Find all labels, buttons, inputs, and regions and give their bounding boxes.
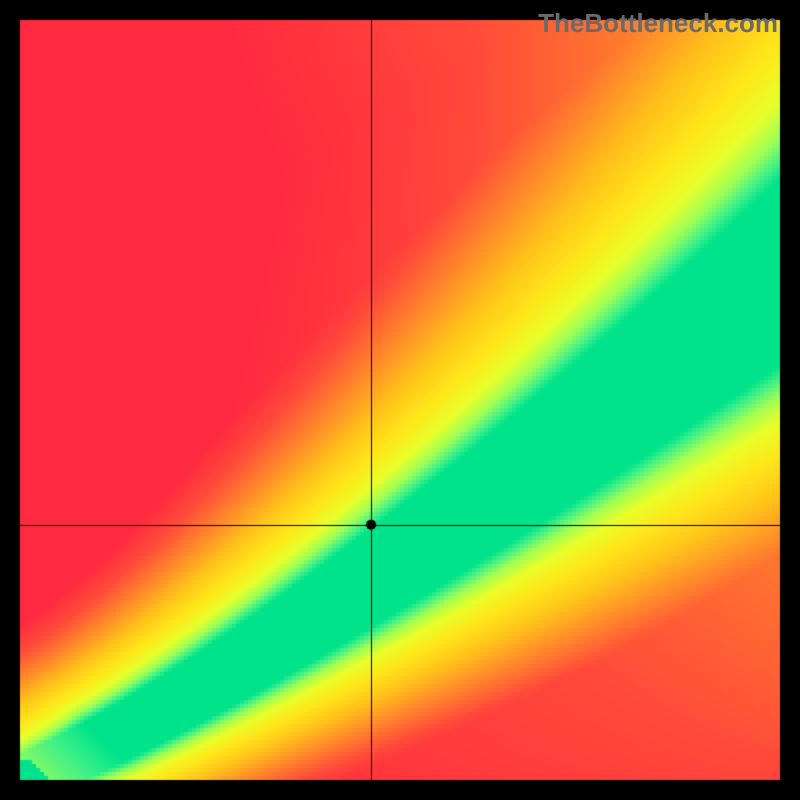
chart-container: { "watermark": { "text": "TheBottleneck.… bbox=[0, 0, 800, 800]
bottleneck-heatmap bbox=[0, 0, 800, 800]
